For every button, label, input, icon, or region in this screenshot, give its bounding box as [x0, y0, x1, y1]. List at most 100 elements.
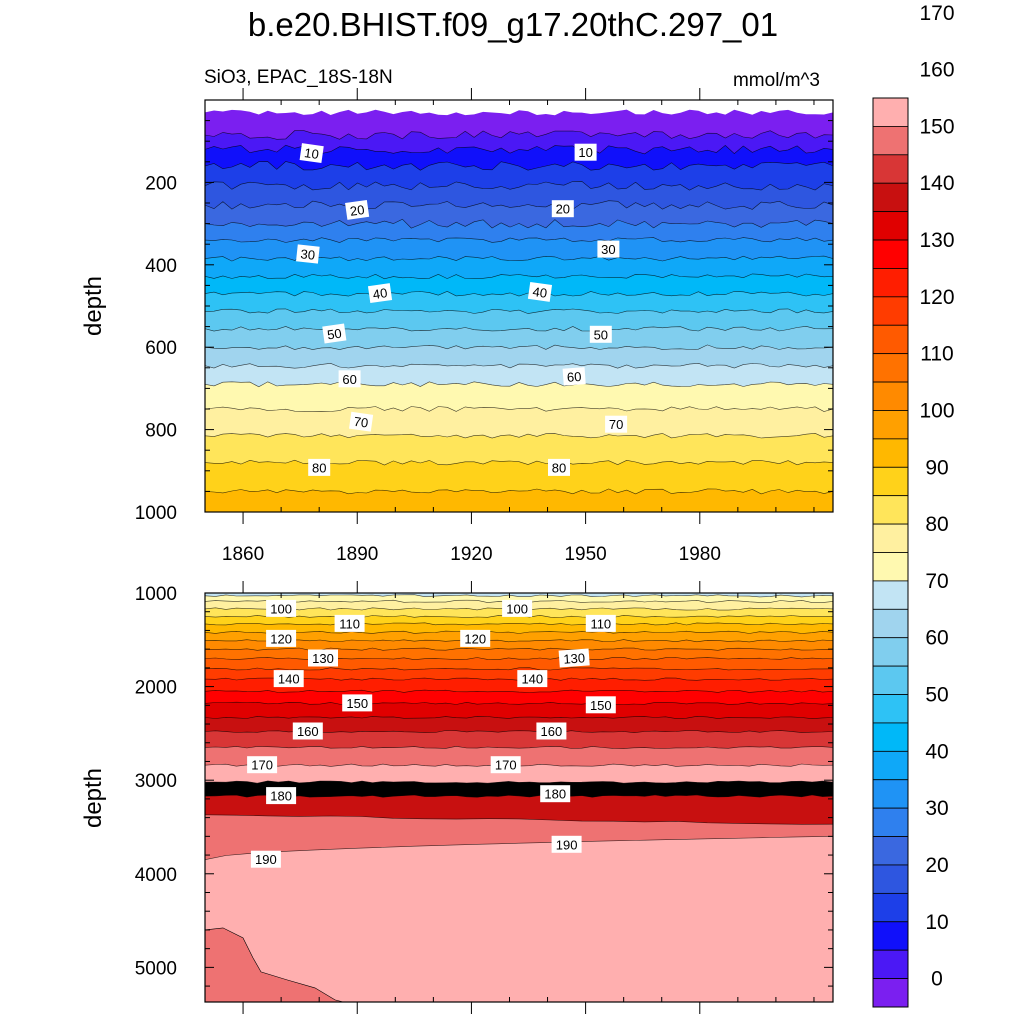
colorbar-swatch: [872, 864, 909, 894]
lower-contour-label: 150: [585, 696, 616, 714]
colorbar-swatch: [872, 381, 909, 411]
colorbar-swatch: [872, 296, 909, 326]
lower-isoline-17: [205, 780, 833, 784]
colorbar-swatch: [872, 921, 909, 951]
upper-contour-label: 10: [299, 143, 324, 164]
upper-no-data-strip: [205, 100, 833, 116]
upper-y-tick-label: 200: [145, 173, 177, 194]
lower-contour-label: 140: [273, 670, 304, 688]
upper-contour-label: 20: [551, 200, 574, 218]
lower-isoline-13: [205, 715, 833, 720]
upper-isoline-4: [205, 200, 833, 210]
lower-contour-label: 160: [536, 722, 567, 740]
upper-contour-label: 60: [562, 367, 586, 386]
lower-contour-panel: 100 100 110 110 120 120 130 130 140 140 150 150 160 1…: [135, 581, 834, 1014]
lower-contour-label-text: 160: [297, 724, 319, 739]
lower-contour-label-text: 140: [278, 672, 300, 687]
lower-y-tick-label: 1000: [135, 584, 177, 605]
lower-isoline-9: [205, 667, 833, 671]
lower-contour-label: 180: [266, 787, 297, 805]
lower-contour-label-text: 150: [590, 698, 612, 713]
colorbar-swatch: [872, 97, 909, 127]
upper-isoline-12: [205, 344, 833, 350]
upper-isoline-8: [205, 273, 833, 280]
chart-title: b.e20.BHIST.f09_g17.20thC.297_01: [248, 6, 778, 43]
upper-contour-label: 70: [348, 411, 374, 432]
colorbar-swatch: [872, 552, 909, 582]
colorbar: 0 10 20 30 40 50 60 70 80 90 100 110 120 130 140 150 160…: [872, 2, 955, 1008]
upper-contour-label-text: 20: [349, 202, 365, 219]
colorbar-label: 150: [919, 115, 954, 138]
lower-y-tick-label: 4000: [135, 865, 177, 886]
colorbar-swatch: [872, 438, 909, 468]
colorbar-label: 120: [919, 286, 954, 309]
lower-contour-label-text: 130: [312, 651, 334, 666]
upper-contour-label: 80: [548, 458, 570, 476]
colorbar-label: 80: [925, 513, 948, 536]
colorbar-label: 170: [919, 2, 954, 25]
lower-y-tick-label: 3000: [135, 771, 177, 792]
colorbar-swatch: [872, 126, 909, 156]
upper-contour-label-text: 80: [312, 460, 326, 475]
colorbar-label: 10: [925, 911, 948, 934]
upper-contour-label-text: 70: [353, 414, 369, 431]
lower-contour-label: 130: [558, 648, 590, 668]
colorbar-label: 40: [925, 740, 948, 763]
colorbar-swatch: [872, 268, 909, 298]
upper-isoline-14: [205, 381, 833, 388]
lower-contour-label-text: 150: [346, 696, 368, 711]
upper-isoline-15: [205, 406, 833, 412]
colorbar-swatch: [872, 836, 909, 866]
lower-y-tick-label: 5000: [135, 958, 177, 979]
lower-contour-label-text: 180: [270, 789, 292, 804]
lower-contour-label: 110: [334, 614, 365, 632]
colorbar-label: 160: [919, 59, 954, 82]
colorbar-swatch: [872, 949, 909, 979]
upper-isoline-3: [205, 180, 833, 191]
lower-contour-label-text: 120: [270, 631, 292, 646]
lower-contour-label-text: 130: [563, 650, 586, 666]
upper-contour-label-text: 30: [601, 242, 615, 257]
lower-contour-label: 170: [490, 756, 521, 774]
lower-deep-patch: [205, 927, 345, 1002]
upper-contour-label: 40: [367, 283, 393, 304]
lower-contour-label: 120: [266, 629, 297, 647]
upper-y-tick-label: 800: [145, 421, 177, 442]
lower-contour-label: 170: [247, 756, 278, 774]
colorbar-label: 130: [919, 229, 954, 252]
upper-contour-label-text: 50: [594, 327, 608, 342]
lower-isoline-5: [205, 630, 833, 634]
colorbar-swatch: [872, 750, 909, 781]
colorbar-label: 140: [919, 172, 954, 195]
lower-contour-label-text: 170: [251, 758, 273, 773]
lower-isoline-15: [205, 745, 833, 749]
lower-contour-label: 190: [551, 835, 582, 853]
upper-y-tick-label: 600: [145, 338, 177, 359]
lower-frame: [204, 592, 834, 1003]
lower-contour-label-text: 100: [270, 601, 292, 616]
upper-contour-label-text: 60: [566, 369, 581, 385]
lower-contour-label: 130: [308, 649, 338, 667]
colorbar-label: 60: [925, 627, 948, 650]
upper-contour-label: 70: [605, 415, 628, 433]
upper-x-tick-label: 1860: [222, 544, 264, 565]
colorbar-swatch: [872, 353, 909, 383]
upper-x-tick-label: 1920: [450, 544, 492, 565]
upper-isoline-11: [205, 325, 833, 332]
lower-contour-label-text: 120: [464, 631, 486, 646]
lower-isoline-4: [205, 622, 833, 626]
colorbar-swatch: [872, 466, 909, 497]
upper-contour-label: 80: [308, 458, 331, 476]
colorbar-swatch: [872, 211, 909, 241]
colorbar-swatch: [872, 182, 909, 213]
lower-contour-label-text: 100: [506, 601, 528, 616]
upper-contour-label-text: 10: [303, 145, 319, 162]
colorbar-label: 70: [925, 570, 948, 593]
lower-contour-label: 110: [585, 614, 616, 632]
upper-contour-label-text: 40: [372, 285, 388, 302]
colorbar-swatch: [872, 978, 909, 1008]
upper-isoline-13: [205, 362, 833, 369]
colorbar-swatch: [872, 892, 909, 923]
upper-x-tick-label: 1890: [336, 544, 378, 565]
lower-contour-label: 140: [517, 670, 548, 688]
